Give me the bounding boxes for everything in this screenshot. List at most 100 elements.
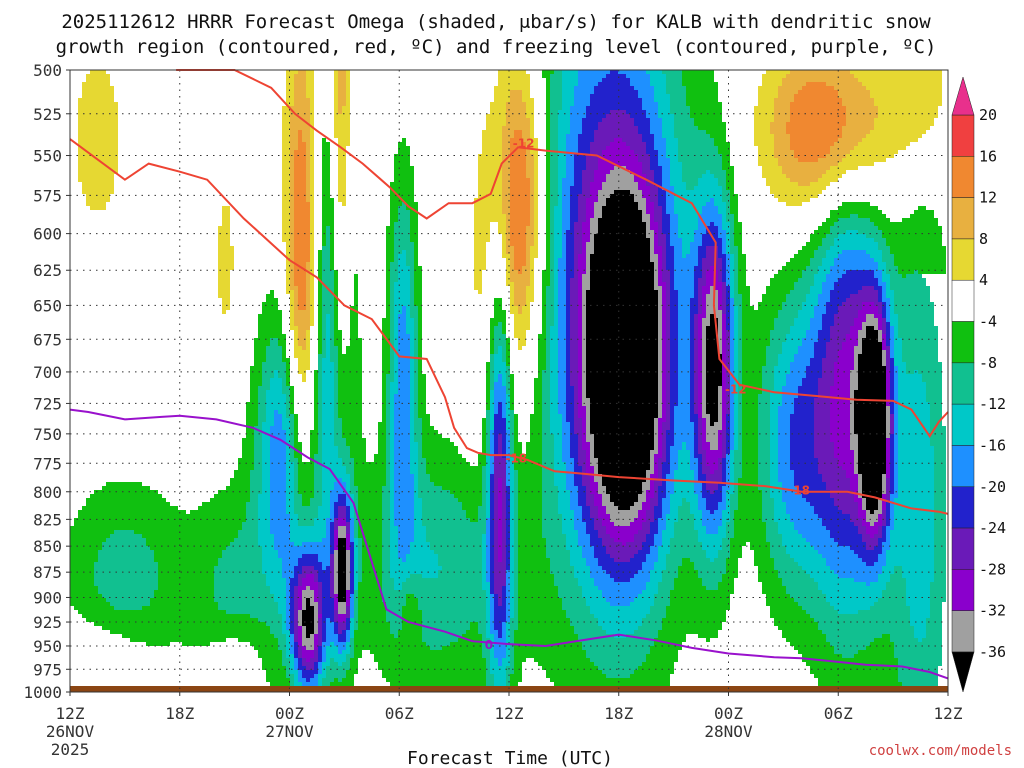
omega-cell xyxy=(546,170,550,174)
omega-cell xyxy=(302,378,306,382)
omega-cell xyxy=(314,370,318,374)
omega-cell xyxy=(658,346,662,350)
omega-cell xyxy=(290,246,294,250)
omega-cell xyxy=(354,482,386,486)
omega-cell xyxy=(290,122,310,126)
omega-cell xyxy=(310,442,318,446)
omega-cell xyxy=(574,254,578,258)
omega-cell xyxy=(826,218,838,222)
omega-cell xyxy=(798,90,838,94)
omega-cell xyxy=(894,442,898,446)
omega-cell xyxy=(322,390,334,394)
omega-cell xyxy=(338,350,342,354)
omega-cell xyxy=(890,286,930,290)
omega-cell xyxy=(898,422,930,426)
omega-cell xyxy=(410,370,414,374)
omega-cell xyxy=(490,342,494,346)
omega-cell xyxy=(402,306,406,310)
omega-cell xyxy=(858,482,862,486)
omega-cell xyxy=(322,138,326,142)
omega-cell xyxy=(290,298,294,302)
omega-cell xyxy=(530,278,534,282)
omega-cell xyxy=(546,326,550,330)
omega-cell xyxy=(510,398,514,402)
omega-cell xyxy=(282,130,290,134)
omega-cell xyxy=(790,366,806,370)
omega-cell xyxy=(602,150,634,154)
omega-cell xyxy=(490,390,494,394)
omega-cell xyxy=(594,174,606,178)
omega-cell xyxy=(786,378,802,382)
omega-cell xyxy=(734,258,738,262)
omega-cell xyxy=(290,458,298,462)
omega-cell xyxy=(558,174,566,178)
omega-cell xyxy=(338,362,362,366)
omega-cell xyxy=(558,274,566,278)
omega-cell xyxy=(394,242,414,246)
omega-cell xyxy=(578,446,582,450)
omega-cell xyxy=(310,146,314,150)
omega-cell xyxy=(334,86,338,90)
omega-cell xyxy=(334,290,338,294)
omega-cell xyxy=(722,278,726,282)
omega-cell xyxy=(494,402,498,406)
omega-cell xyxy=(222,302,230,306)
omega-cell xyxy=(890,318,898,322)
omega-cell xyxy=(306,86,314,90)
omega-cell xyxy=(658,294,662,298)
omega-cell xyxy=(794,322,810,326)
omega-cell xyxy=(550,326,558,330)
omega-cell xyxy=(298,358,310,362)
omega-cell xyxy=(486,126,502,130)
omega-cell xyxy=(482,478,486,482)
omega-cell xyxy=(326,242,330,246)
omega-cell xyxy=(666,358,670,362)
omega-cell xyxy=(738,306,742,310)
omega-cell xyxy=(658,322,662,326)
omega-cell xyxy=(762,294,786,298)
omega-cell xyxy=(502,150,510,154)
omega-cell xyxy=(314,486,322,490)
omega-cell xyxy=(338,374,362,378)
omega-cell xyxy=(770,414,778,418)
omega-cell xyxy=(878,106,938,110)
omega-cell xyxy=(806,374,822,378)
omega-cell xyxy=(734,386,738,390)
omega-cell xyxy=(398,218,410,222)
omega-cell xyxy=(890,394,894,398)
omega-cell xyxy=(510,470,514,474)
omega-cell xyxy=(258,330,282,334)
omega-cell xyxy=(334,74,338,78)
omega-cell xyxy=(586,438,594,442)
omega-cell xyxy=(662,350,666,354)
omega-cell xyxy=(294,166,306,170)
omega-cell xyxy=(386,482,390,486)
omega-cell xyxy=(894,466,898,470)
omega-cell xyxy=(546,218,550,222)
omega-cell xyxy=(570,122,582,126)
omega-cell xyxy=(666,474,674,478)
omega-cell xyxy=(662,270,670,274)
omega-cell xyxy=(490,350,494,354)
omega-cell xyxy=(550,102,562,106)
omega-cell xyxy=(718,346,722,350)
omega-cell xyxy=(306,286,310,290)
omega-cell xyxy=(818,330,830,334)
omega-cell xyxy=(734,374,738,378)
omega-cell xyxy=(546,206,550,210)
omega-cell xyxy=(490,470,494,474)
omega-cell xyxy=(310,142,314,146)
omega-cell xyxy=(694,230,706,234)
omega-cell xyxy=(578,342,582,346)
omega-cell xyxy=(726,246,730,250)
omega-cell xyxy=(810,262,822,266)
omega-cell xyxy=(578,398,582,402)
omega-cell xyxy=(490,378,494,382)
omega-cell xyxy=(322,222,334,226)
omega-cell xyxy=(390,330,394,334)
omega-cell xyxy=(346,102,350,106)
omega-cell xyxy=(322,186,330,190)
omega-cell xyxy=(574,466,582,470)
omega-cell xyxy=(310,134,314,138)
omega-cell xyxy=(718,322,722,326)
